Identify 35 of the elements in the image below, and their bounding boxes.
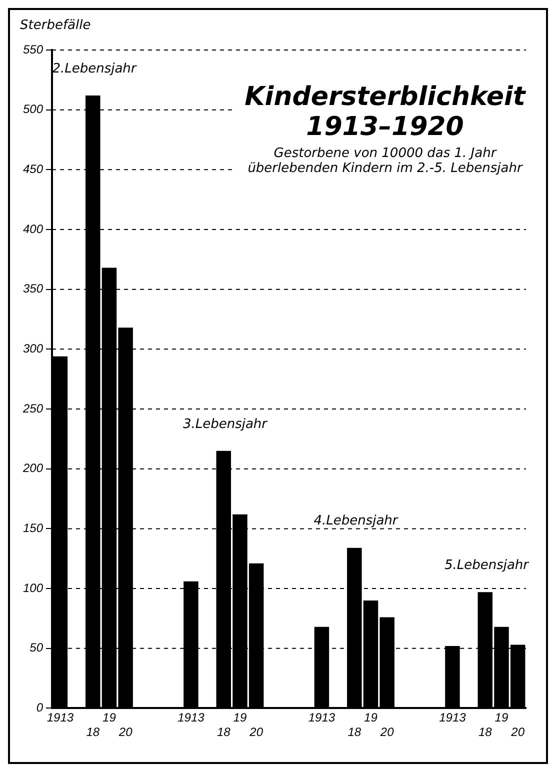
x-tick-label: 18 [348, 725, 362, 740]
annotation: 2.Lebensjahr [52, 61, 138, 76]
annotation: 5.Lebensjahr [444, 558, 530, 573]
x-tick-label: 1913 [439, 710, 466, 725]
y-tick-label: 0 [36, 700, 44, 715]
x-tick-label: 18 [478, 725, 492, 740]
y-tick-label: 300 [22, 342, 44, 356]
x-tick-label: 19 [233, 710, 247, 725]
y-tick-label: 350 [22, 282, 44, 296]
y-tick-label: 500 [22, 102, 44, 116]
y-tick-label: 50 [30, 640, 44, 655]
x-tick-label: 1913 [308, 710, 336, 725]
x-tick-label: 20 [510, 725, 525, 740]
y-tick-label: 250 [22, 401, 44, 416]
x-tick-label: 1913 [178, 710, 205, 725]
y-tick-label: 100 [22, 580, 44, 595]
y-tick-label: 450 [22, 162, 44, 176]
x-tick-label: 19 [364, 710, 378, 725]
y-tick-label: 150 [22, 521, 44, 536]
x-tick-label: 20 [379, 725, 394, 740]
y-tick-label: 550 [22, 42, 44, 56]
y-axis-title: Sterbefälle [20, 18, 91, 33]
x-tick-label: 20 [248, 725, 264, 740]
x-tick-label: 1913 [46, 710, 74, 725]
annotation: 4.Lebensjahr [314, 514, 400, 529]
x-tick-label: 18 [216, 725, 231, 740]
x-tick-label: 19 [102, 710, 116, 725]
x-tick-label: 20 [118, 725, 133, 740]
x-tick-label: 19 [494, 710, 508, 725]
y-tick-label: 400 [22, 222, 44, 236]
x-tick-label: 18 [86, 725, 100, 740]
y-tick-label: 200 [22, 461, 44, 476]
text: Gestorbene von 10000 das 1. Jahr überlebenden Kindern im 2.-5. Lebensjahr [246, 146, 524, 176]
text: Kindersterblichkeit 1913–1920 [244, 82, 527, 142]
annotation: 3.Lebensjahr [182, 416, 269, 432]
